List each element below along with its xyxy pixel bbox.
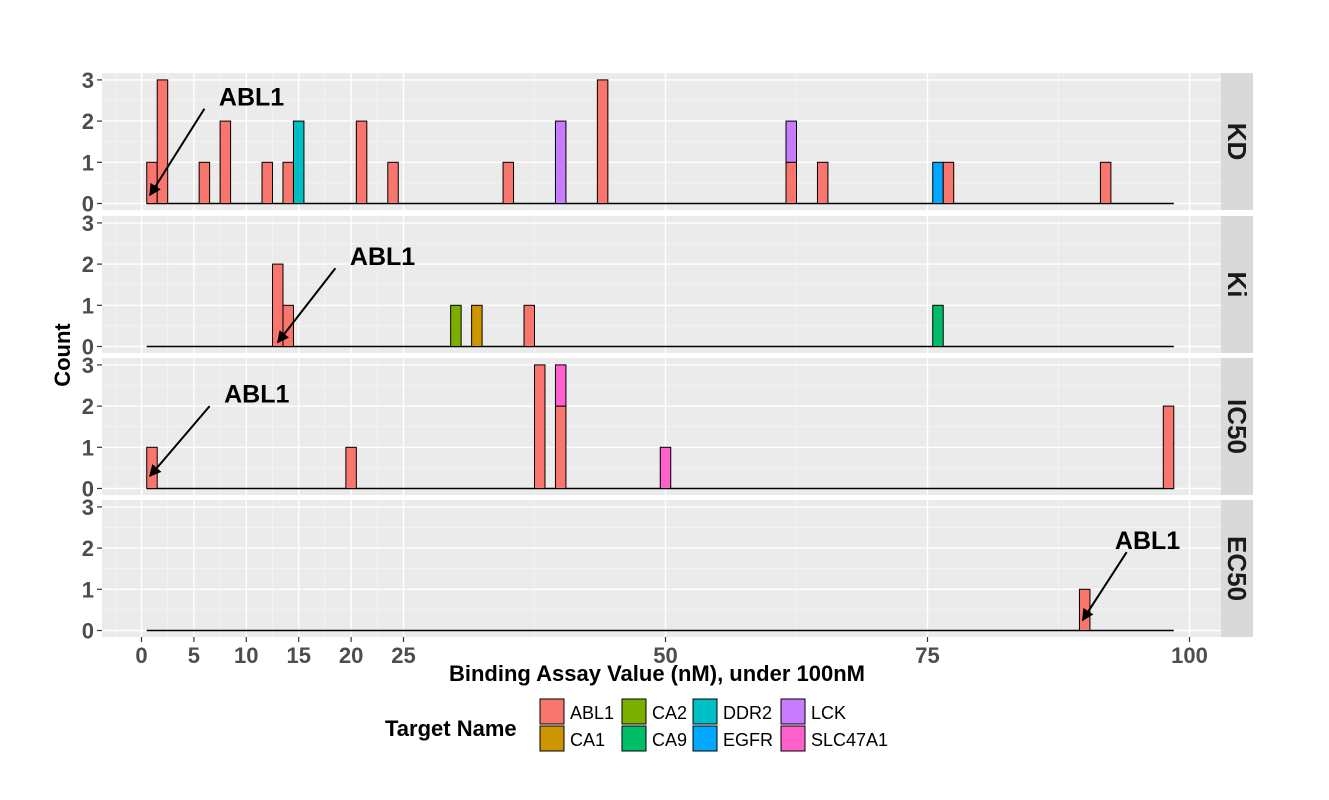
bar-abl1 (1099, 161, 1112, 205)
y-tick-label: 2 (82, 536, 94, 561)
bar-abl1 (534, 364, 546, 489)
bar-abl1 (198, 161, 211, 205)
y-tick-label: 3 (82, 211, 94, 236)
legend-key-ca2 (621, 698, 647, 725)
x-tick-label: 5 (188, 643, 200, 668)
y-tick-label: 0 (82, 335, 94, 360)
bar-abl1 (502, 161, 515, 205)
y-tick-label: 3 (82, 68, 94, 93)
legend: Target Name ABL1 CA1 CA2 CA9 DDR2 EGFR LCK SLC4… (385, 698, 888, 752)
legend-label: LCK (811, 703, 846, 723)
facet-strip-label: KD (1222, 123, 1252, 161)
annotation-arrow (149, 405, 211, 478)
bar-egfr (932, 161, 944, 205)
facet-strip (1221, 358, 1253, 495)
x-tick-label: 100 (1171, 643, 1208, 668)
x-axis-title: Binding Assay Value (nM), under 100nM (449, 661, 865, 686)
bar-ca1 (471, 304, 483, 347)
annotation-label: ABL1 (1115, 527, 1180, 555)
y-tick-label: 1 (82, 293, 94, 318)
bar-abl1 (1162, 405, 1175, 490)
x-tick-label: 25 (391, 643, 415, 668)
bar-abl1 (554, 405, 567, 490)
bar-abl1 (219, 120, 232, 204)
annotation-arrow (149, 108, 206, 197)
bar-abl1 (596, 79, 609, 204)
legend-label: DDR2 (723, 703, 772, 723)
legend-label: ABL1 (570, 703, 614, 723)
facet-panels: 0 1 2 3 KD ABL1 0 1 2 3 Ki ABL1 0 1 2 3 IC50 ABL1 0 1 2 3 EC50… (82, 68, 1253, 644)
y-tick-label: 1 (82, 577, 94, 602)
facet-strip-label: Ki (1222, 272, 1252, 298)
x-tick-label: 50 (653, 643, 677, 668)
y-tick-label: 0 (82, 192, 94, 217)
legend-title: Target Name (385, 716, 517, 741)
y-axis-title: Count (50, 323, 75, 387)
legend-label: CA2 (652, 703, 687, 723)
bar-lck (785, 120, 798, 163)
legend-key-ca1 (539, 725, 565, 752)
bar-abl1 (272, 263, 284, 348)
facet-panel-kd: 0 1 2 3 KD ABL1 (82, 68, 1253, 217)
annotation-label: ABL1 (350, 243, 415, 271)
legend-key-abl1 (539, 698, 565, 725)
bar-slc47a1 (554, 364, 567, 407)
legend-key-egfr (692, 725, 718, 752)
facet-panel-ki: 0 1 2 3 Ki ABL1 (82, 211, 1253, 360)
legend-items: ABL1 CA1 CA2 CA9 DDR2 EGFR LCK SLC47A1 (539, 698, 888, 752)
y-tick-label: 3 (82, 353, 94, 378)
y-tick-label: 2 (82, 109, 94, 134)
bar-abl1 (942, 161, 955, 205)
bar-lck (554, 120, 567, 204)
bar-abl1 (523, 304, 536, 347)
facet-strip-label: EC50 (1222, 536, 1252, 601)
bar-ca9 (932, 304, 944, 347)
facet-strip (1221, 216, 1253, 353)
bar-abl1 (345, 446, 357, 489)
facet-strip (1221, 500, 1253, 637)
legend-key-ca9 (621, 725, 647, 752)
facet-strip (1221, 73, 1253, 210)
facet-strip-label: IC50 (1222, 399, 1252, 454)
bar-abl1 (261, 161, 273, 205)
legend-label: CA1 (570, 730, 605, 750)
y-tick-label: 1 (82, 150, 94, 175)
facet-panel-ic50: 0 1 2 3 IC50 ABL1 (82, 353, 1253, 502)
y-tick-label: 3 (82, 495, 94, 520)
bar-ddr2 (292, 120, 305, 204)
legend-key-ddr2 (692, 698, 718, 725)
x-axis: 0 5 10 15 20 25 50 75 100 (135, 637, 1208, 668)
bar-abl1 (816, 161, 829, 205)
bar-abl1 (282, 161, 294, 205)
annotation-label: ABL1 (224, 381, 289, 409)
bar-abl1 (282, 304, 294, 347)
annotation-arrow (1081, 551, 1128, 622)
annotation-label: ABL1 (219, 83, 284, 111)
bar-slc47a1 (659, 446, 672, 489)
bar-ca2 (450, 304, 462, 347)
annotation-arrow (276, 267, 337, 344)
y-tick-label: 0 (82, 477, 94, 502)
x-tick-label: 10 (234, 643, 258, 668)
x-tick-label: 75 (915, 643, 939, 668)
y-tick-label: 2 (82, 252, 94, 277)
legend-key-slc47a1 (780, 725, 806, 752)
x-tick-label: 0 (135, 643, 147, 668)
legend-key-lck (780, 698, 806, 725)
bar-abl1 (146, 161, 158, 205)
bar-abl1 (785, 161, 798, 205)
x-tick-label: 15 (286, 643, 310, 668)
y-tick-label: 1 (82, 435, 94, 460)
x-tick-label: 20 (339, 643, 363, 668)
y-tick-label: 0 (82, 619, 94, 644)
legend-label: CA9 (652, 730, 687, 750)
facet-panel-ec50: 0 1 2 3 EC50 ABL1 (82, 495, 1253, 644)
legend-label: EGFR (723, 730, 773, 750)
bar-abl1 (355, 120, 368, 204)
bar-abl1 (156, 79, 169, 204)
y-tick-label: 2 (82, 394, 94, 419)
legend-label: SLC47A1 (811, 730, 888, 750)
bar-abl1 (387, 161, 399, 205)
